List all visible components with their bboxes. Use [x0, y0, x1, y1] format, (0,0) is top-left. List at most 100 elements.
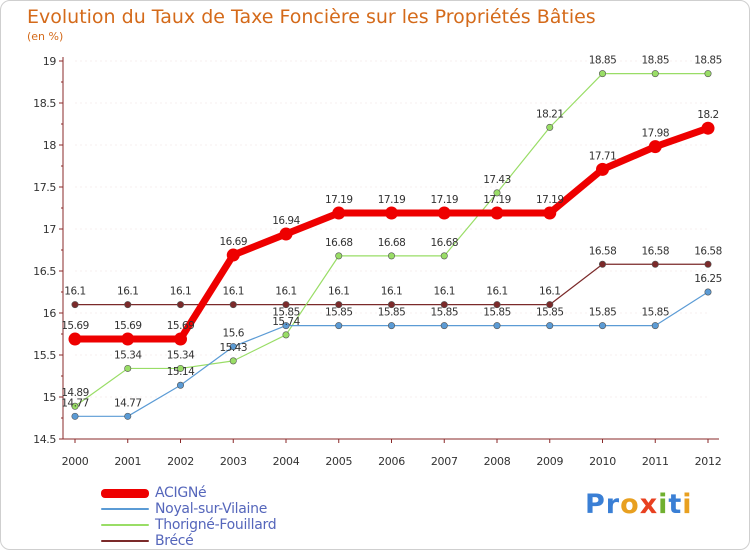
series-0-label-1: 16.1 [117, 286, 138, 298]
series-2-label-1: 14.77 [114, 397, 142, 409]
x-tick-label-4: 2004 [273, 455, 300, 468]
series-0-label-10: 16.58 [589, 245, 617, 257]
series-0-label-4: 16.1 [275, 286, 296, 298]
legend-label-acigne: ACIGNé [155, 485, 207, 501]
series-0-point-2 [177, 301, 185, 309]
series-1-label-10: 18.85 [589, 55, 617, 67]
y-tick-label-9: 19 [43, 55, 57, 68]
series-3-label-1: 15.69 [114, 320, 142, 332]
legend-item-thorigne: Thorigné-Fouillard [101, 517, 277, 533]
series-2-label-9: 15.85 [536, 307, 564, 319]
legend-label-brece: Brécé [155, 533, 194, 549]
series-0-label-12: 16.58 [694, 245, 722, 257]
series-2-label-8: 15.85 [483, 307, 511, 319]
series-3-label-11: 17.98 [641, 128, 669, 140]
series-1-point-11 [651, 70, 659, 78]
series-1-label-9: 18.21 [536, 108, 564, 120]
y-tick-label-5: 17 [43, 223, 57, 236]
series-0-label-11: 16.58 [641, 245, 669, 257]
x-tick-label-6: 2006 [378, 455, 405, 468]
series-3-point-8 [490, 206, 504, 220]
chart-title: Evolution du Taux de Taxe Foncière sur l… [27, 6, 596, 28]
series-1-point-3 [229, 357, 237, 365]
logo-letter-0: P [585, 489, 606, 520]
logo-letter-3: x [639, 489, 659, 520]
y-tick-label-0: 14.5 [33, 433, 56, 446]
series-1-label-6: 16.68 [378, 237, 406, 249]
series-1-label-4: 15.74 [272, 316, 300, 328]
series-1-label-7: 16.68 [430, 237, 458, 249]
legend-label-thorigne: Thorigné-Fouillard [155, 517, 277, 533]
series-3-label-8: 17.19 [483, 194, 511, 206]
legend-swatch-acigne [101, 488, 149, 498]
series-1-label-0: 14.89 [61, 387, 89, 399]
x-tick-label-10: 2010 [589, 455, 616, 468]
series-2-point-6 [387, 322, 395, 330]
series-1-point-8 [493, 189, 501, 197]
series-3-point-1 [121, 332, 135, 346]
proxiti-logo: Proxiti [585, 489, 693, 520]
series-3-point-4 [279, 227, 293, 241]
series-0-point-0 [71, 301, 79, 309]
series-3-point-12 [701, 121, 715, 135]
series-3-label-4: 16.94 [272, 215, 300, 227]
legend: ACIGNé Noyal-sur-Vilaine Thorigné-Fouill… [101, 485, 277, 549]
x-tick-label-3: 2003 [220, 455, 247, 468]
series-1-point-6 [387, 252, 395, 260]
series-3-point-2 [174, 332, 187, 346]
legend-swatch-brece [101, 540, 149, 542]
series-2-label-11: 15.85 [641, 307, 669, 319]
series-3-point-9 [543, 206, 557, 220]
x-tick-label-7: 2007 [431, 455, 458, 468]
series-2-point-7 [440, 322, 448, 330]
legend-item-acigne: ACIGNé [101, 485, 276, 501]
series-2-point-4 [282, 322, 290, 330]
series-3-label-0: 15.69 [61, 320, 89, 332]
series-2-point-1 [124, 412, 132, 420]
series-0-point-5 [335, 301, 343, 309]
series-3-point-10 [596, 162, 609, 176]
x-tick-label-5: 2005 [325, 455, 352, 468]
series-1-label-3: 15.43 [219, 342, 247, 354]
series-1-point-5 [335, 252, 343, 260]
legend-swatch-thorigne [101, 524, 149, 526]
logo-letter-6: i [682, 489, 693, 520]
series-0-label-8: 16.1 [486, 286, 507, 298]
series-0-point-1 [124, 301, 132, 309]
series-0-label-3: 16.1 [223, 286, 244, 298]
series-1-label-5: 16.68 [325, 237, 353, 249]
y-tick-label-2: 15.5 [33, 349, 56, 362]
unit-label: (en %) [27, 30, 64, 43]
logo-letter-1: r [605, 489, 621, 520]
series-2-label-7: 15.85 [430, 307, 458, 319]
series-3-label-5: 17.19 [325, 194, 353, 206]
series-2-point-8 [493, 322, 501, 330]
series-1-point-9 [546, 123, 554, 131]
series-0-point-11 [651, 260, 659, 268]
series-1-point-4 [282, 331, 290, 339]
logo-letter-2: o [620, 489, 640, 520]
x-tick-label-12: 2012 [695, 455, 722, 468]
series-2-point-10 [598, 322, 606, 330]
series-2-label-5: 15.85 [325, 307, 353, 319]
series-1-label-2: 15.34 [167, 349, 195, 361]
y-tick-label-3: 16 [43, 307, 57, 320]
series-2-point-3 [229, 343, 237, 351]
series-3-label-6: 17.19 [378, 194, 406, 206]
series-3-label-2: 15.69 [167, 320, 195, 332]
series-0-point-3 [229, 301, 237, 309]
series-2-point-9 [546, 322, 554, 330]
legend-label-noyal: Noyal-sur-Vilaine [155, 501, 268, 517]
series-0-point-12 [704, 260, 712, 268]
series-1-label-1: 15.34 [114, 349, 142, 361]
y-tick-label-4: 16.5 [33, 265, 56, 278]
series-2-point-11 [651, 322, 659, 330]
series-2-label-3: 15.6 [223, 328, 245, 340]
series-3-label-7: 17.19 [430, 194, 458, 206]
series-2-label-6: 15.85 [378, 307, 406, 319]
series-2-point-2 [177, 381, 185, 389]
series-1-label-12: 18.85 [694, 55, 722, 67]
series-2-point-5 [335, 322, 343, 330]
series-0-point-6 [387, 301, 395, 309]
